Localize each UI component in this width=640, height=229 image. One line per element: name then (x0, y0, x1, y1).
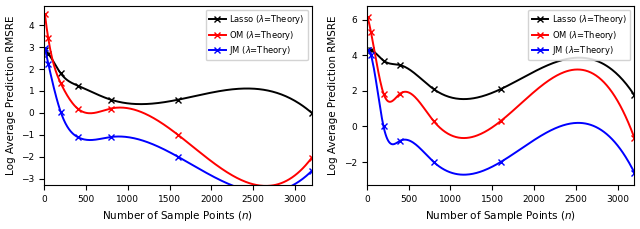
Line: JM ($\lambda$=Theory): JM ($\lambda$=Theory) (364, 46, 638, 176)
JM ($\lambda$=Theory) (630, 171, 638, 174)
Lasso ($\lambda$=Theory) (364, 49, 371, 51)
JM ($\lambda$=Theory) (74, 136, 81, 138)
Lasso ($\lambda$=Theory) (174, 98, 182, 101)
JM ($\lambda$=Theory) (41, 47, 49, 50)
JM ($\lambda$=Theory) (430, 161, 438, 164)
Lasso ($\lambda$=Theory) (308, 112, 316, 114)
OM ($\lambda$=Theory) (364, 16, 371, 19)
JM ($\lambda$=Theory) (44, 62, 52, 65)
OM ($\lambda$=Theory) (57, 82, 65, 85)
Lasso ($\lambda$=Theory) (380, 59, 387, 62)
JM ($\lambda$=Theory) (396, 139, 404, 142)
X-axis label: Number of Sample Points ($n$): Number of Sample Points ($n$) (102, 210, 253, 224)
Lasso ($\lambda$=Theory) (41, 49, 49, 52)
OM ($\lambda$=Theory) (74, 107, 81, 110)
OM ($\lambda$=Theory) (41, 13, 49, 16)
OM ($\lambda$=Theory) (308, 156, 316, 159)
OM ($\lambda$=Theory) (380, 92, 387, 95)
OM ($\lambda$=Theory) (367, 31, 375, 34)
OM ($\lambda$=Theory) (174, 134, 182, 136)
JM ($\lambda$=Theory) (107, 136, 115, 138)
Lasso ($\lambda$=Theory) (396, 64, 404, 66)
Legend: Lasso ($\lambda$=Theory), OM ($\lambda$=Theory), JM ($\lambda$=Theory): Lasso ($\lambda$=Theory), OM ($\lambda$=… (205, 10, 308, 60)
OM ($\lambda$=Theory) (396, 92, 404, 95)
JM ($\lambda$=Theory) (174, 155, 182, 158)
Lasso ($\lambda$=Theory) (367, 49, 375, 51)
Legend: Lasso ($\lambda$=Theory), OM ($\lambda$=Theory), JM ($\lambda$=Theory): Lasso ($\lambda$=Theory), OM ($\lambda$=… (529, 10, 630, 60)
Line: OM ($\lambda$=Theory): OM ($\lambda$=Theory) (42, 11, 316, 161)
JM ($\lambda$=Theory) (308, 169, 316, 172)
OM ($\lambda$=Theory) (430, 120, 438, 123)
Lasso ($\lambda$=Theory) (430, 88, 438, 90)
Y-axis label: Log Average Prediction RMSRE: Log Average Prediction RMSRE (6, 16, 15, 175)
JM ($\lambda$=Theory) (367, 54, 375, 57)
OM ($\lambda$=Theory) (630, 137, 638, 139)
Lasso ($\lambda$=Theory) (497, 88, 504, 90)
JM ($\lambda$=Theory) (380, 125, 387, 128)
Line: Lasso ($\lambda$=Theory): Lasso ($\lambda$=Theory) (364, 46, 638, 99)
JM ($\lambda$=Theory) (57, 111, 65, 114)
JM ($\lambda$=Theory) (364, 49, 371, 51)
Lasso ($\lambda$=Theory) (107, 98, 115, 101)
OM ($\lambda$=Theory) (497, 120, 504, 123)
Lasso ($\lambda$=Theory) (74, 84, 81, 87)
OM ($\lambda$=Theory) (107, 107, 115, 110)
X-axis label: Number of Sample Points ($n$): Number of Sample Points ($n$) (425, 210, 576, 224)
Line: Lasso ($\lambda$=Theory): Lasso ($\lambda$=Theory) (42, 47, 316, 116)
Lasso ($\lambda$=Theory) (44, 52, 52, 55)
JM ($\lambda$=Theory) (497, 161, 504, 164)
OM ($\lambda$=Theory) (44, 37, 52, 40)
Lasso ($\lambda$=Theory) (630, 94, 638, 97)
Line: OM ($\lambda$=Theory): OM ($\lambda$=Theory) (364, 14, 638, 142)
Line: JM ($\lambda$=Theory): JM ($\lambda$=Theory) (42, 45, 316, 174)
Lasso ($\lambda$=Theory) (57, 72, 65, 75)
Y-axis label: Log Average Prediction RMSRE: Log Average Prediction RMSRE (328, 16, 339, 175)
